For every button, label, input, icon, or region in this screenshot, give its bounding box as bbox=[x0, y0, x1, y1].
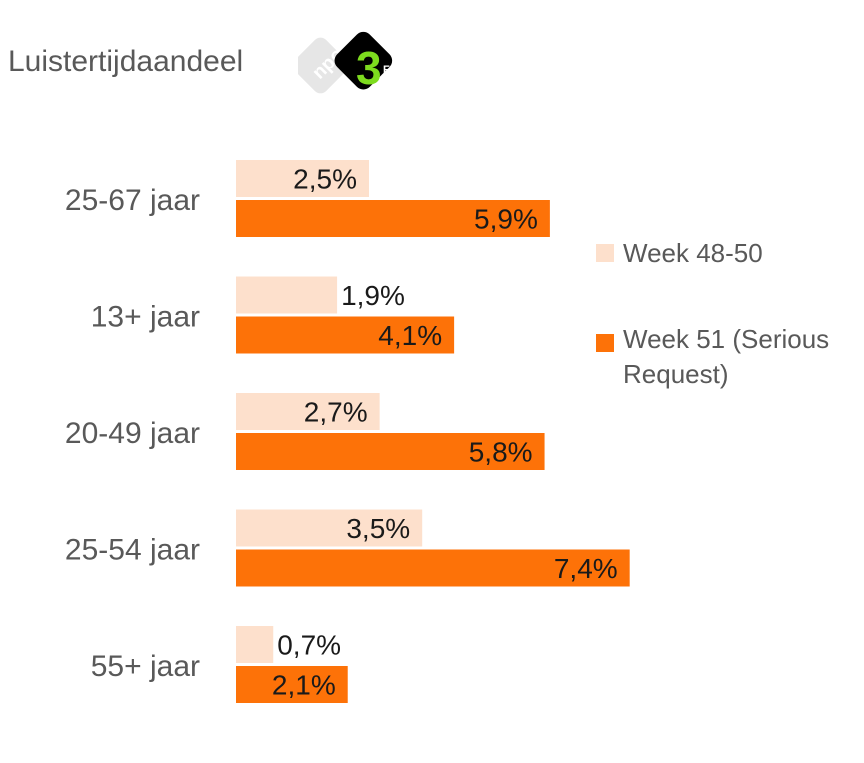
category-label: 20-49 jaar bbox=[65, 417, 200, 450]
category-label: 25-67 jaar bbox=[65, 184, 200, 217]
3fm-logo-suffix: FM bbox=[383, 64, 399, 76]
data-label: 4,1% bbox=[378, 320, 442, 351]
data-label: 7,4% bbox=[554, 553, 618, 584]
data-label: 1,9% bbox=[341, 280, 405, 311]
legend-swatch-week-48-50 bbox=[596, 244, 614, 262]
3fm-badge bbox=[334, 31, 393, 90]
3fm-logo-number: 3 bbox=[356, 42, 382, 94]
data-label: 5,8% bbox=[469, 437, 533, 468]
bar-week-51 bbox=[236, 549, 630, 587]
bar-week-51 bbox=[236, 433, 545, 470]
data-label: 0,7% bbox=[277, 630, 341, 661]
category-label: 13+ jaar bbox=[91, 301, 200, 334]
bar-week-48-50 bbox=[236, 160, 369, 197]
bar-week-48-50 bbox=[236, 393, 380, 430]
legend-swatch-week-51 bbox=[596, 334, 614, 352]
data-label: 2,7% bbox=[304, 397, 368, 428]
data-label: 2,1% bbox=[272, 670, 336, 701]
bar-week-48-50 bbox=[236, 509, 423, 547]
npo-3fm-logo: npo 3 FM bbox=[298, 31, 399, 94]
legend-label-week-51: Week 51 (Serious Request) bbox=[623, 324, 830, 389]
npo-badge bbox=[298, 37, 349, 94]
bar-week-51 bbox=[236, 200, 550, 237]
bar-week-48-50 bbox=[236, 626, 274, 663]
page-title: Luistertijdaandeel bbox=[8, 45, 244, 78]
category-label: 25-54 jaar bbox=[65, 534, 200, 567]
bar-week-51 bbox=[236, 666, 348, 703]
data-label: 3,5% bbox=[346, 513, 410, 544]
data-label: 2,5% bbox=[293, 164, 357, 195]
legend-label-week-48-50: Week 48-50 bbox=[623, 238, 763, 268]
bar-week-51 bbox=[236, 316, 455, 354]
bar-week-48-50 bbox=[236, 276, 338, 314]
category-label: 55+ jaar bbox=[91, 650, 200, 683]
data-label: 5,9% bbox=[474, 204, 538, 235]
